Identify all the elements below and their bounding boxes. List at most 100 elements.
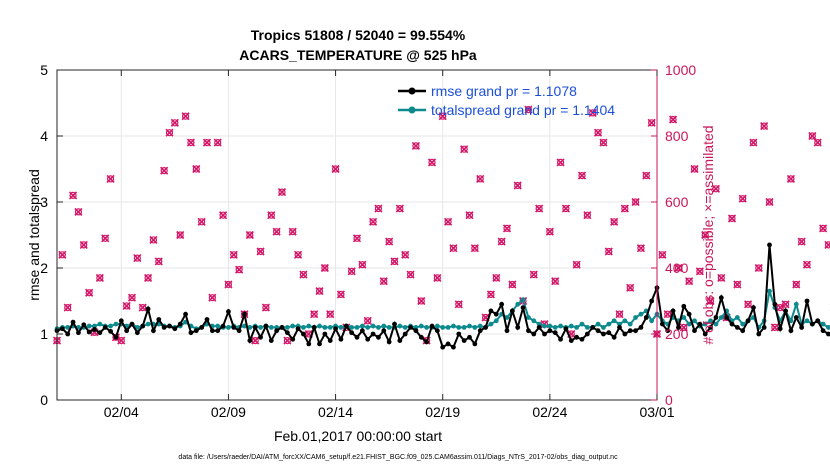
obs-point xyxy=(118,337,125,344)
totalspread-marker xyxy=(633,315,638,320)
rmse-marker xyxy=(349,330,354,335)
rmse-marker xyxy=(397,338,402,343)
rmse-marker xyxy=(92,327,97,332)
rmse-marker xyxy=(258,335,263,340)
totalspread-marker xyxy=(355,325,360,330)
obs-point xyxy=(284,337,291,344)
rmse-marker xyxy=(719,295,724,300)
totalspread-marker xyxy=(494,318,499,323)
obs-point xyxy=(611,218,618,225)
obs-point xyxy=(311,311,318,318)
obs-point xyxy=(316,288,323,295)
rmse-marker xyxy=(756,332,761,337)
x-tick-label: 02/14 xyxy=(318,404,353,420)
rmse-marker xyxy=(762,325,767,330)
rmse-marker xyxy=(290,337,295,342)
obs-point xyxy=(477,175,484,182)
totalspread-marker xyxy=(440,325,445,330)
obs-point xyxy=(370,218,377,225)
obs-point xyxy=(252,337,259,344)
rmse-marker xyxy=(617,325,622,330)
rmse-marker xyxy=(205,317,210,322)
rmse-marker xyxy=(596,328,601,333)
rmse-marker xyxy=(467,335,472,340)
y-tick-label-right: 600 xyxy=(665,194,689,210)
obs-point xyxy=(579,172,586,179)
obs-point xyxy=(530,271,537,278)
obs-point xyxy=(643,172,650,179)
obs-point xyxy=(557,159,564,166)
obs-point xyxy=(348,268,355,275)
rmse-marker xyxy=(633,328,638,333)
rmse-marker xyxy=(574,335,579,340)
rmse-marker xyxy=(478,328,483,333)
rmse-marker xyxy=(521,305,526,310)
obs-point xyxy=(177,232,184,239)
obs-point xyxy=(498,238,505,245)
obs-point xyxy=(739,195,746,202)
rmse-marker xyxy=(344,324,349,329)
totalspread-marker xyxy=(805,318,810,323)
rmse-marker xyxy=(119,318,124,323)
totalspread-marker xyxy=(317,324,322,329)
rmse-marker xyxy=(371,332,376,337)
obs-point xyxy=(262,304,269,311)
data-file-footer: data file: /Users/raeder/DAI/ATM_forcXX/… xyxy=(178,454,618,461)
rmse-marker xyxy=(151,328,156,333)
obs-point xyxy=(429,159,436,166)
rmse-marker xyxy=(306,342,311,347)
rmse-marker xyxy=(183,312,188,317)
rmse-marker xyxy=(76,330,81,335)
rmse-marker xyxy=(456,332,461,337)
obs-point xyxy=(664,311,671,318)
rmse-marker xyxy=(783,309,788,314)
totalspread-marker xyxy=(521,297,526,302)
obs-point xyxy=(102,235,109,242)
totalspread-marker xyxy=(365,325,370,330)
obs-point xyxy=(214,139,221,146)
obs-point xyxy=(59,251,66,258)
obs-point xyxy=(434,274,441,281)
obs-point xyxy=(198,218,205,225)
rmse-marker xyxy=(746,318,751,323)
rmse-marker xyxy=(81,322,86,327)
totalspread-marker xyxy=(467,324,472,329)
totalspread-marker xyxy=(269,325,274,330)
rmse-marker xyxy=(799,325,804,330)
obs-point xyxy=(273,228,280,235)
obs-point xyxy=(96,274,103,281)
obs-point xyxy=(166,129,173,136)
rmse-marker xyxy=(274,328,279,333)
rmse-marker xyxy=(515,325,520,330)
obs-point xyxy=(771,324,778,331)
totalspread-marker xyxy=(215,324,220,329)
totalspread-marker xyxy=(596,322,601,327)
rmse-marker xyxy=(108,329,113,334)
totalspread-marker xyxy=(376,325,381,330)
obs-point xyxy=(187,139,194,146)
obs-point xyxy=(798,238,805,245)
x-tick-label: 02/24 xyxy=(532,404,567,420)
obs-point xyxy=(804,261,811,268)
legend-rmse-marker xyxy=(409,88,416,95)
obs-point xyxy=(729,215,736,222)
obs-point xyxy=(359,261,366,268)
y-tick-label-right: 0 xyxy=(665,392,673,408)
y-tick-label-right: 400 xyxy=(665,260,689,276)
totalspread-marker xyxy=(628,322,633,327)
legend-rmse-label: rmse grand pr = 1.1078 xyxy=(431,83,577,99)
rmse-marker xyxy=(339,337,344,342)
totalspread-marker xyxy=(606,322,611,327)
rmse-marker xyxy=(435,328,440,333)
y-axis-label-right: # of obs: o=possible; ×=assimilated xyxy=(700,125,716,344)
y-tick-label-right: 800 xyxy=(665,128,689,144)
rmse-marker xyxy=(569,338,574,343)
totalspread-marker xyxy=(580,322,585,327)
rmse-marker xyxy=(430,324,435,329)
rmse-marker xyxy=(537,325,542,330)
x-axis-label: Feb.01,2017 00:00:00 start xyxy=(274,428,442,444)
x-tick-label: 02/19 xyxy=(425,404,460,420)
rmse-marker xyxy=(381,328,386,333)
obs-point xyxy=(514,182,521,189)
totalspread-marker xyxy=(612,318,617,323)
